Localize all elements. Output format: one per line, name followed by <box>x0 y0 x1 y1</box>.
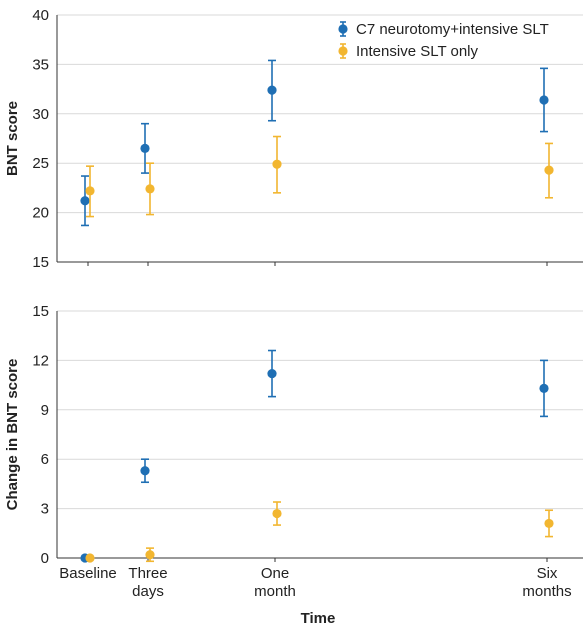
top-point-s0-c3 <box>539 95 549 105</box>
xtick-label: months <box>522 583 571 600</box>
legend-label-0: C7 neurotomy+intensive SLT <box>356 21 549 38</box>
top-point-s0-c2 <box>267 85 277 95</box>
xtick-label: Six <box>537 565 558 582</box>
bottom-point-s0-c3 <box>539 383 549 393</box>
xtick-label: month <box>254 583 296 600</box>
bottom-ytick-label: 15 <box>32 303 49 320</box>
bottom-point-s1-c3 <box>544 518 554 529</box>
legend-marker-0 <box>338 24 348 34</box>
top-point-s1-c3 <box>544 165 554 175</box>
top-point-s1-c1 <box>145 184 155 194</box>
xtick-label: Three <box>128 565 167 582</box>
top-ytick-label: 15 <box>32 254 49 271</box>
bottom-point-s0-c2 <box>267 368 277 379</box>
bottom-point-s1-c1 <box>145 550 155 560</box>
bottom-ytick-label: 12 <box>32 352 49 369</box>
bottom-ytick-label: 3 <box>41 501 49 518</box>
bottom-ytick-label: 9 <box>41 402 49 419</box>
top-ytick-label: 40 <box>32 7 49 24</box>
bottom-ytick-label: 6 <box>41 451 49 468</box>
xlabel: Time <box>301 610 336 627</box>
top-point-s0-c0 <box>80 196 90 206</box>
bottom-ytick-label: 0 <box>41 550 49 567</box>
legend-label-1: Intensive SLT only <box>356 43 479 60</box>
bottom-point-s1-c0 <box>85 553 95 563</box>
top-ytick-label: 20 <box>32 205 49 222</box>
bottom-point-s1-c2 <box>272 508 282 519</box>
top-ytick-label: 30 <box>32 106 49 123</box>
top-point-s1-c0 <box>85 186 95 196</box>
legend-marker-1 <box>338 46 348 56</box>
bottom-point-s0-c1 <box>140 466 150 476</box>
xtick-label: Baseline <box>59 565 117 582</box>
bottom-ylabel: Change in BNT score <box>4 359 21 511</box>
top-ytick-label: 25 <box>32 155 49 172</box>
top-point-s1-c2 <box>272 159 282 169</box>
xtick-label: days <box>132 583 164 600</box>
xtick-label: One <box>261 565 289 582</box>
top-ylabel: BNT score <box>4 101 21 176</box>
top-point-s0-c1 <box>140 143 150 153</box>
top-ytick-label: 35 <box>32 56 49 73</box>
